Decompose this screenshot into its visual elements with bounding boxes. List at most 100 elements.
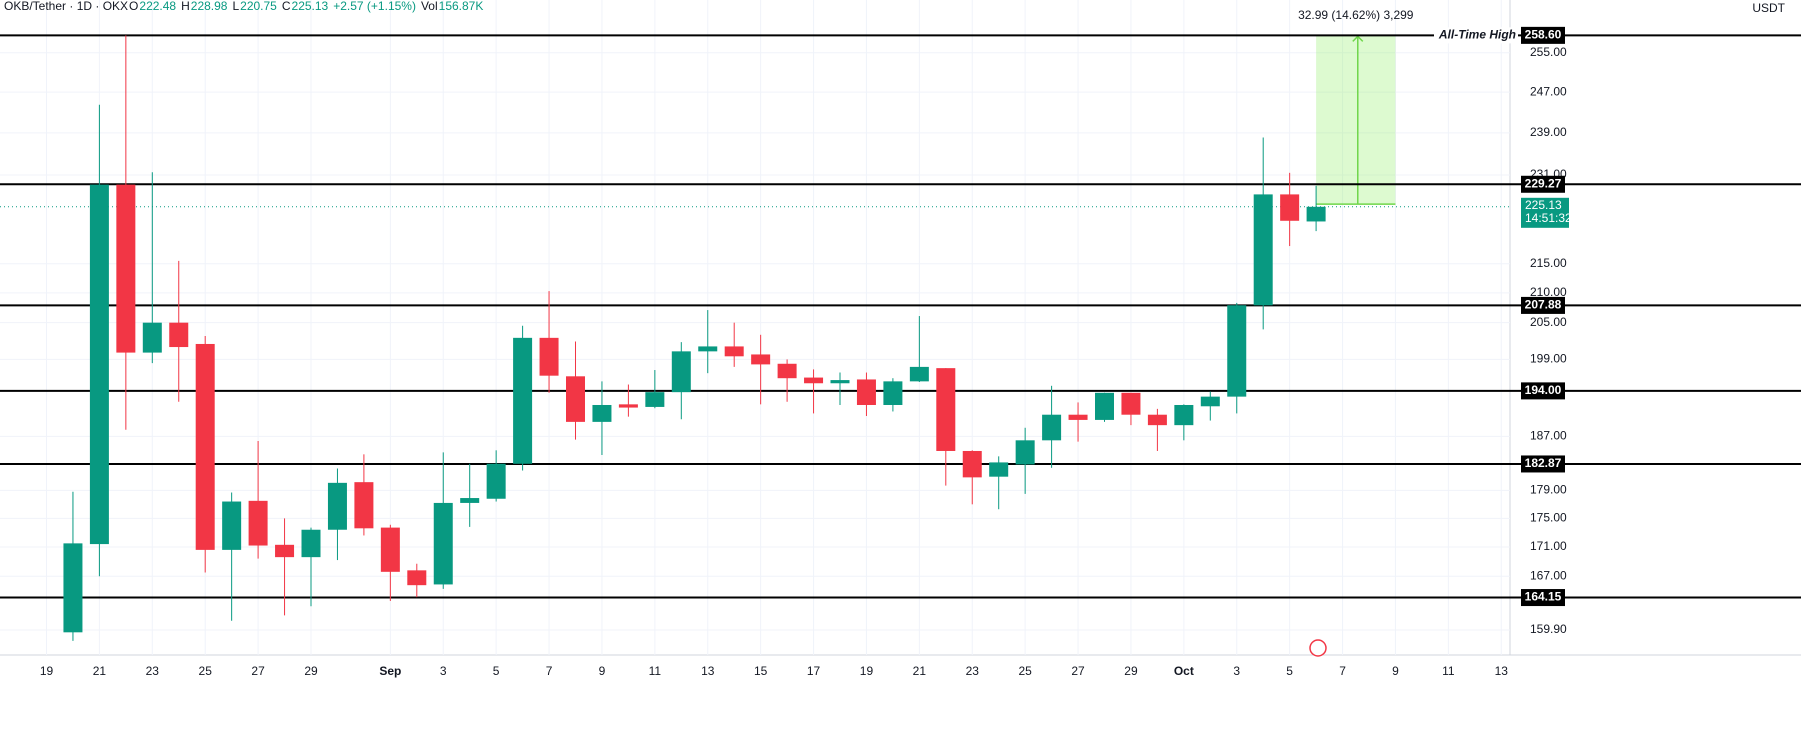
- candle-body: [804, 377, 824, 384]
- candle-body: [301, 529, 321, 558]
- candle-body: [248, 500, 268, 546]
- header-symbol: OKB/Tether · 1D · OKX: [4, 0, 128, 13]
- header-o: O: [129, 0, 138, 13]
- countdown-label: 14:51:32: [1525, 211, 1572, 225]
- level-label: 207.88: [1525, 298, 1562, 312]
- candle-body: [1174, 404, 1194, 426]
- x-tick-label: 23: [146, 664, 160, 678]
- x-tick-label: 25: [199, 664, 213, 678]
- annotation-bg: [1434, 27, 1518, 44]
- candle-body: [1253, 194, 1273, 306]
- x-tick-label: 13: [701, 664, 715, 678]
- x-tick-label: Oct: [1174, 664, 1194, 678]
- candle-body: [116, 184, 136, 353]
- header-h: H: [181, 0, 190, 13]
- candle-body: [380, 527, 400, 572]
- candle-body: [1227, 305, 1247, 397]
- candle-body: [1015, 440, 1035, 465]
- candle-body: [1121, 392, 1141, 415]
- level-label: 164.15: [1525, 590, 1562, 604]
- x-tick-label: 27: [1071, 664, 1085, 678]
- y-tick-label: 215.00: [1530, 256, 1567, 270]
- candle-body: [698, 346, 718, 352]
- x-tick-label: 5: [1286, 664, 1293, 678]
- level-label-box: [1521, 296, 1565, 314]
- level-label-box: [1521, 589, 1565, 607]
- candle-body: [592, 404, 612, 422]
- candle-body: [724, 346, 744, 357]
- candle-body: [1095, 392, 1114, 420]
- measure-label: 32.99 (14.62%) 3,299: [1298, 8, 1414, 22]
- x-tick-label: 29: [304, 664, 318, 678]
- header-vol-label: Vol: [421, 0, 438, 13]
- x-tick-label: 15: [754, 664, 768, 678]
- candle-body: [566, 376, 585, 422]
- candle-body: [169, 322, 189, 348]
- candle-body: [883, 381, 903, 405]
- header-close: 225.13: [292, 0, 329, 13]
- candle-body: [777, 363, 797, 379]
- x-tick-label: 27: [251, 664, 265, 678]
- candle-body: [1306, 206, 1326, 222]
- x-tick-label: 21: [93, 664, 107, 678]
- candle-body: [354, 482, 374, 529]
- y-tick-label: 239.00: [1530, 125, 1567, 139]
- candle-body: [142, 322, 162, 353]
- candle-body: [433, 502, 453, 585]
- x-tick-label: 19: [40, 664, 54, 678]
- level-label-box: [1521, 455, 1565, 473]
- candle-body: [195, 343, 215, 550]
- x-tick-label: Sep: [379, 664, 401, 678]
- header-high: 228.98: [191, 0, 228, 13]
- header-open: 222.48: [139, 0, 176, 13]
- candle-body: [936, 368, 956, 451]
- y-tick-label: 159.90: [1530, 622, 1567, 636]
- x-tick-label: 19: [860, 664, 874, 678]
- y-tick-label: 199.00: [1530, 352, 1567, 366]
- level-label: 182.87: [1525, 456, 1562, 470]
- candle-body: [275, 544, 295, 558]
- header-low: 220.75: [240, 0, 277, 13]
- y-tick-label: 210.00: [1530, 285, 1567, 299]
- x-tick-label: 3: [1233, 664, 1240, 678]
- candle-body: [856, 379, 876, 405]
- candle-body: [1068, 414, 1088, 420]
- x-tick-label: 5: [493, 664, 500, 678]
- level-label: 194.00: [1525, 383, 1562, 397]
- x-tick-label: 25: [1018, 664, 1032, 678]
- measure-range: [1316, 35, 1396, 205]
- candle-body: [222, 501, 242, 550]
- x-tick-label: 11: [649, 664, 662, 678]
- candle-body: [539, 337, 559, 376]
- candle-body: [751, 354, 771, 365]
- candle-body: [513, 337, 533, 464]
- candle-body: [63, 543, 83, 633]
- candle-body: [407, 570, 427, 586]
- level-label: 229.27: [1525, 176, 1562, 190]
- event-icon: [1309, 639, 1327, 657]
- candle-body: [1280, 194, 1300, 221]
- x-tick-label: 9: [599, 664, 606, 678]
- candle-body: [1042, 414, 1062, 441]
- header-volume: 156.87K: [439, 0, 484, 13]
- candle-body: [909, 366, 929, 382]
- candle-body: [486, 463, 506, 499]
- y-tick-label: 255.00: [1530, 45, 1567, 59]
- level-label-box: [1521, 175, 1565, 193]
- candle-body: [618, 404, 638, 408]
- y-tick-label: 205.00: [1530, 315, 1567, 329]
- last-price-box: [1521, 197, 1569, 228]
- x-tick-label: 17: [807, 664, 821, 678]
- x-tick-label: 29: [1124, 664, 1138, 678]
- header-c: C: [282, 0, 291, 13]
- candle-body: [671, 351, 691, 393]
- level-label-box: [1521, 26, 1565, 44]
- x-tick-label: 23: [966, 664, 980, 678]
- x-tick-label: 9: [1392, 664, 1399, 678]
- y-tick-label: 175.00: [1530, 511, 1567, 525]
- candle-body: [89, 184, 109, 545]
- header-l: L: [232, 0, 239, 13]
- header-change: +2.57 (+1.15%): [333, 0, 416, 13]
- y-tick-label: 167.00: [1530, 568, 1567, 582]
